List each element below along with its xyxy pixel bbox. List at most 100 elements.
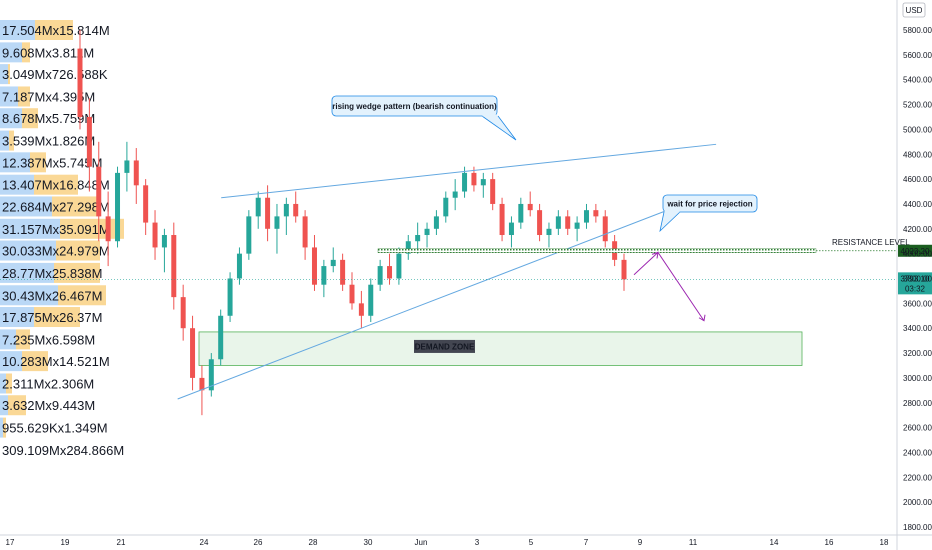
candle-body xyxy=(161,235,167,248)
rejection-callout-box xyxy=(662,194,758,213)
volume-bar-sell xyxy=(6,373,12,394)
volume-bar-sell xyxy=(18,86,30,107)
currency-badge[interactable]: USD xyxy=(902,2,926,18)
price-tick-label: 3600.00 xyxy=(903,299,932,308)
candle-body xyxy=(293,203,299,217)
candle-body xyxy=(424,228,430,236)
volume-bar-buy xyxy=(0,373,6,394)
volume-bar-buy xyxy=(0,64,8,85)
candle-body xyxy=(377,266,383,285)
volume-bar-sell xyxy=(22,108,38,129)
volume-bar-sell xyxy=(56,240,100,261)
volume-bar-buy xyxy=(0,196,52,217)
volume-profile-label: 8.678Mx5.759M xyxy=(2,111,95,126)
volume-profile-label: 17.504Mx15.814M xyxy=(2,23,110,38)
candle-body xyxy=(499,203,505,236)
candle-body xyxy=(471,172,477,186)
wedge-callout[interactable]: rising wedge pattern (bearish continuati… xyxy=(331,95,517,141)
candle-body xyxy=(86,116,92,167)
projection-arrow-up xyxy=(651,251,659,259)
volume-bar-sell xyxy=(34,174,78,195)
candle-body xyxy=(537,210,543,236)
demand-zone-tag-bg xyxy=(414,339,475,353)
candle-body xyxy=(180,297,186,329)
price-tick-label: 2000.00 xyxy=(903,498,932,507)
volume-bar-sell xyxy=(52,196,100,217)
time-tick-label: 28 xyxy=(309,538,318,547)
candle-body xyxy=(443,197,449,217)
demand-zone-box[interactable] xyxy=(198,331,803,366)
volume-profile-label: 9.608Mx3.811M xyxy=(2,45,94,60)
time-tick-label: 14 xyxy=(770,538,779,547)
candle-body xyxy=(387,266,393,279)
price-tick-label: 5200.00 xyxy=(903,101,932,110)
resistance-band[interactable] xyxy=(377,248,817,253)
rejection-callout-pointer xyxy=(659,211,681,233)
volume-profile-label: 30.43Mx26.467M xyxy=(2,288,102,303)
candle-body xyxy=(124,160,130,173)
volume-bar-buy xyxy=(0,307,34,328)
candle-body xyxy=(274,216,280,229)
candle-body xyxy=(133,160,139,186)
volume-bar-buy xyxy=(0,240,56,261)
resistance-price-label: 4023.20 xyxy=(901,247,930,256)
price-tick-label: 4800.00 xyxy=(903,150,932,159)
volume-bar-buy xyxy=(0,130,9,151)
wedge-callout-pointer xyxy=(481,115,517,141)
volume-profile-label: 955.629Kx1.349M xyxy=(2,421,108,436)
candle-body xyxy=(433,216,439,229)
price-tick-label: 5400.00 xyxy=(903,76,932,85)
time-tick-label: 17 xyxy=(6,538,15,547)
candle-body xyxy=(77,48,83,117)
volume-bar-sell xyxy=(9,130,14,151)
candle-body xyxy=(396,253,402,279)
wedge-callout-joint xyxy=(482,114,498,117)
candle-body xyxy=(574,222,580,229)
volume-bar-buy xyxy=(0,86,18,107)
rejection-callout[interactable]: wait for price rejection xyxy=(659,194,758,233)
volume-profile-label: 10.283Mx14.521M xyxy=(2,354,110,369)
candles xyxy=(77,30,627,416)
candle-body xyxy=(480,179,486,186)
time-tick-label: 16 xyxy=(825,538,834,547)
candle-body xyxy=(236,253,242,279)
price-tick-label: 1800.00 xyxy=(903,523,932,532)
candle-body xyxy=(265,197,271,229)
candle-body xyxy=(105,216,111,242)
volume-bar-sell xyxy=(35,20,73,40)
candle-body xyxy=(311,247,317,285)
projection-arrow-down xyxy=(698,314,706,322)
candle-body xyxy=(593,210,599,217)
time-tick-label: 9 xyxy=(638,538,643,547)
volume-profile: 17.504Mx15.814M 9.608Mx3.811M 3.049Mx726.5… xyxy=(0,20,124,458)
wedge-callout-box xyxy=(331,95,498,117)
volume-profile-label: 28.77Mx25.838M xyxy=(2,266,102,281)
price-tick-label: 3800.00 xyxy=(903,275,932,284)
volume-bar-sell xyxy=(34,307,80,328)
candle-body xyxy=(583,210,589,223)
candle-body xyxy=(115,172,121,242)
volume-profile-label: 7.187Mx4.395M xyxy=(2,89,95,104)
candle-body xyxy=(358,303,364,316)
volume-bar-buy xyxy=(0,329,16,350)
volume-bar-sell xyxy=(8,395,26,416)
last-price-bg xyxy=(898,272,932,295)
candle-body xyxy=(152,222,158,248)
candle-body xyxy=(208,359,214,391)
volume-bar-buy xyxy=(0,285,58,306)
rejection-callout-text: wait for price rejection xyxy=(666,200,752,209)
resistance-label: RESISTANCE LEVEL xyxy=(832,238,910,247)
wedge-upper-line[interactable] xyxy=(221,143,717,199)
demand-zone-label: DEMAND ZONE xyxy=(415,342,475,351)
volume-bar-buy xyxy=(0,42,22,63)
volume-profile-label: 13.407Mx16.848M xyxy=(2,178,110,193)
candle-body xyxy=(546,228,552,236)
wedge-lower-line[interactable] xyxy=(177,196,704,400)
candle-body xyxy=(190,328,196,378)
candle-body xyxy=(321,266,327,285)
volume-bar-buy xyxy=(0,417,3,438)
last-price-label: 3793.10 xyxy=(901,274,930,283)
price-tick-label: 2800.00 xyxy=(903,399,932,408)
plot-area[interactable] xyxy=(0,0,897,535)
